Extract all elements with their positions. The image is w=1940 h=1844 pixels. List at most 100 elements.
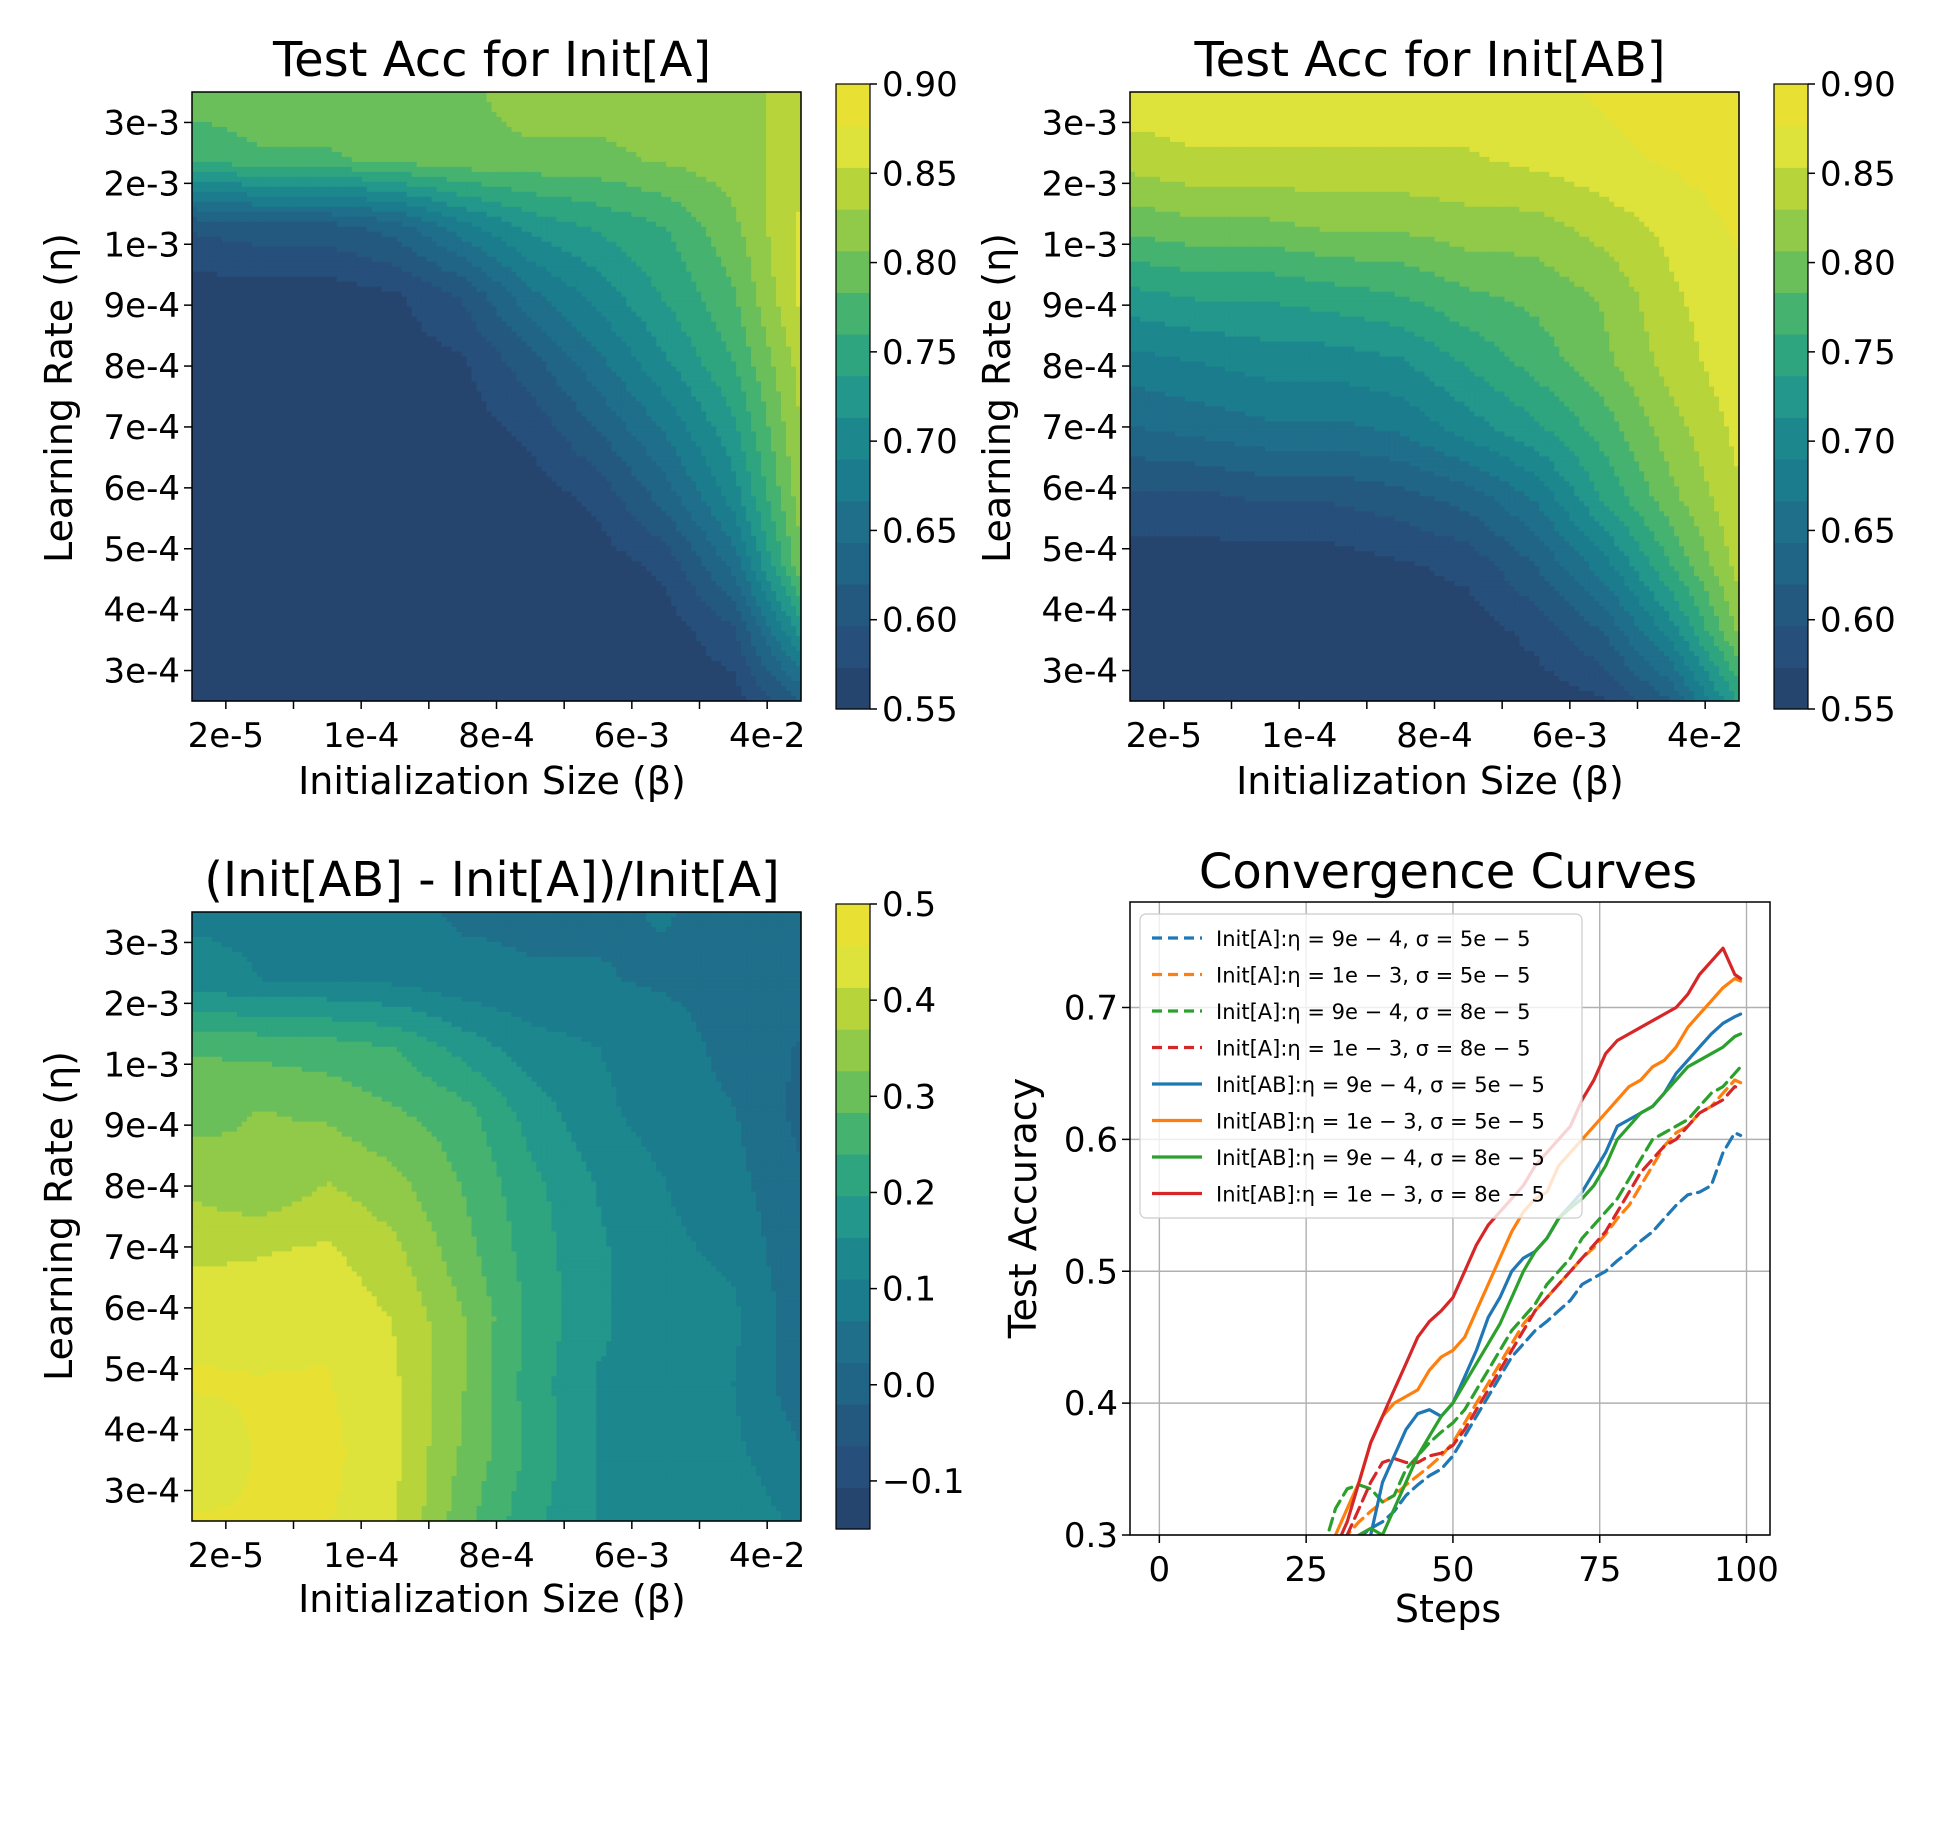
heatmap-cell — [326, 281, 333, 288]
heatmap-cell — [451, 266, 458, 273]
heatmap-cell — [331, 261, 338, 268]
heatmap-cell — [601, 241, 607, 248]
heatmap-cell — [686, 291, 692, 298]
heatmap-cell — [791, 136, 797, 143]
heatmap-cell — [446, 191, 453, 198]
heatmap-cell — [481, 191, 488, 198]
heatmap-cell — [321, 96, 328, 103]
heatmap-cell — [476, 216, 483, 223]
heatmap-cell — [601, 281, 607, 288]
heatmap-cell — [426, 286, 433, 293]
heatmap-cell — [431, 116, 438, 123]
heatmap-cell — [466, 231, 473, 238]
heatmap-cell — [626, 96, 632, 103]
heatmap-cell — [631, 201, 637, 208]
heatmap-cell — [346, 216, 353, 223]
heatmap-cell — [756, 116, 762, 123]
heatmap-cell — [192, 226, 198, 233]
heatmap-cell — [696, 226, 702, 233]
heatmap-cell — [766, 101, 772, 108]
heatmap-cell — [321, 226, 328, 233]
heatmap-cell — [511, 96, 518, 103]
heatmap-cell — [521, 151, 528, 158]
heatmap-cell — [561, 241, 567, 248]
heatmap-cell — [541, 201, 548, 208]
heatmap-cell — [711, 266, 717, 273]
heatmap-cell — [206, 151, 213, 158]
heatmap-cell — [441, 286, 448, 293]
heatmap-cell — [536, 261, 543, 268]
heatmap-cell — [541, 131, 548, 138]
heatmap-cell — [766, 146, 772, 153]
heatmap-cell — [476, 236, 483, 243]
heatmap-cell — [581, 221, 587, 228]
heatmap-cell — [666, 241, 672, 248]
heatmap-cell — [731, 291, 737, 298]
heatmap-cell — [481, 121, 488, 128]
heatmap-cell — [461, 201, 468, 208]
heatmap-cell — [486, 166, 493, 173]
heatmap-cell — [201, 286, 208, 293]
heatmap-cell — [256, 106, 263, 113]
heatmap-cell — [206, 121, 213, 128]
heatmap-cell — [631, 241, 637, 248]
heatmap-cell — [536, 191, 543, 198]
heatmap-cell — [576, 92, 582, 98]
heatmap-cell — [356, 206, 363, 213]
heatmap-cell — [271, 281, 278, 288]
heatmap-cell — [431, 191, 438, 198]
heatmap-cell — [266, 256, 273, 263]
heatmap-cell — [321, 231, 328, 238]
heatmap-cell — [781, 261, 787, 268]
heatmap-cell — [646, 196, 652, 203]
heatmap-cell — [331, 251, 338, 258]
heatmap-cell — [451, 111, 458, 118]
heatmap-cell — [301, 92, 308, 98]
heatmap-cell — [391, 111, 398, 118]
heatmap-cell — [561, 276, 567, 283]
heatmap-cell — [721, 116, 727, 123]
heatmap-cell — [621, 221, 627, 228]
heatmap-cell — [721, 156, 727, 163]
heatmap-cell — [321, 92, 328, 98]
heatmap-cell — [726, 126, 732, 133]
heatmap-cell — [216, 191, 223, 198]
heatmap-cell — [761, 136, 767, 143]
heatmap-cell — [341, 236, 348, 243]
heatmap-cell — [566, 226, 572, 233]
heatmap-cell — [671, 131, 677, 138]
heatmap-cell — [481, 181, 488, 188]
heatmap-cell — [566, 206, 572, 213]
heatmap-cell — [516, 106, 523, 113]
heatmap-cell — [761, 121, 767, 128]
heatmap-cell — [236, 161, 243, 168]
heatmap-cell — [286, 121, 293, 128]
heatmap-cell — [366, 236, 373, 243]
heatmap-cell — [741, 96, 747, 103]
heatmap-cell — [411, 126, 418, 133]
heatmap-cell — [211, 286, 218, 293]
heatmap-cell — [216, 111, 223, 118]
heatmap-cell — [686, 176, 692, 183]
heatmap-cell — [231, 221, 238, 228]
heatmap-cell — [566, 136, 572, 143]
heatmap-cell — [591, 271, 597, 278]
heatmap-cell — [611, 221, 617, 228]
heatmap-cell — [231, 141, 238, 148]
heatmap-cell — [301, 246, 308, 253]
heatmap-cell — [391, 131, 398, 138]
heatmap-cell — [571, 261, 577, 268]
heatmap-cell — [576, 156, 582, 163]
heatmap-cell — [616, 276, 622, 283]
heatmap-cell — [551, 111, 557, 118]
heatmap-cell — [681, 291, 687, 298]
heatmap-cell — [696, 161, 702, 168]
heatmap-cell — [386, 211, 393, 218]
heatmap-cell — [561, 206, 567, 213]
heatmap-cell — [301, 286, 308, 293]
heatmap-cell — [341, 291, 348, 298]
heatmap-cell — [546, 276, 553, 283]
heatmap-cell — [756, 226, 762, 233]
heatmap-cell — [546, 291, 553, 298]
heatmap-cell — [451, 171, 458, 178]
